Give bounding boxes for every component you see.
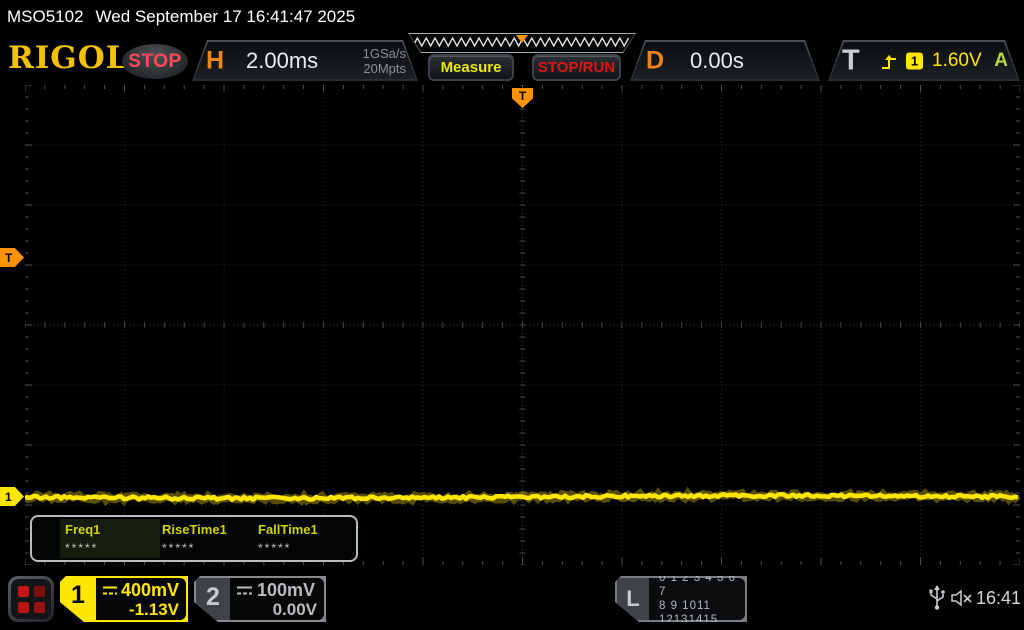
menu-grid-icon (11, 579, 51, 619)
trigger-source-chip: 1 (906, 52, 923, 69)
logic-panel[interactable]: L 0 1 2 3 4 5 6 7 8 9 1011 12131415 (615, 576, 747, 622)
t-label: T (842, 44, 860, 76)
menu-button[interactable] (8, 576, 54, 622)
menu-grid-square (33, 585, 45, 597)
datetime: Wed September 17 16:41:47 2025 (95, 6, 356, 26)
rigol-logo: RIGOL (8, 40, 129, 76)
delay-panel-inner: D 0.00s (632, 42, 818, 79)
channel1-block[interactable]: 1 400mV -1.13V (60, 576, 188, 622)
ch1-scale: 400mV (120, 580, 179, 600)
h-label: H (206, 46, 225, 74)
menu-grid-square (17, 585, 29, 597)
ch2-offset: 0.00V (272, 600, 317, 619)
trigger-panel[interactable]: T 1 1.60V A (828, 40, 1020, 81)
measurement-selected-highlight (60, 519, 160, 558)
delay-panel[interactable]: D 0.00s (630, 40, 820, 81)
horizontal-panel[interactable]: H 2.00ms 1GSa/s 20Mpts (192, 40, 418, 81)
measurement-label: RiseTime1 (162, 522, 227, 537)
logic-channels-row1: 0 1 2 3 4 5 6 7 (659, 572, 736, 598)
usb-icon (929, 585, 945, 610)
measurement-item-freq1[interactable]: Freq1 ***** (65, 522, 161, 555)
trigger-level-value: 1.60V (932, 49, 982, 71)
titlebar: MSO5102 Wed September 17 16:41:47 2025 (0, 0, 1024, 33)
measurement-box: Freq1 ***** RiseTime1 ***** FallTime1 **… (30, 515, 358, 562)
graticule (25, 85, 1020, 565)
horizontal-panel-inner: H 2.00ms 1GSa/s 20Mpts (194, 42, 416, 79)
ch1-offset-marker[interactable]: 1 (0, 487, 24, 506)
measurement-label: Freq1 (65, 522, 101, 537)
ch2-number: 2 (196, 578, 230, 620)
logic-channels-row2: 8 9 1011 12131415 (659, 600, 719, 626)
timebase-value: 2.00ms (246, 47, 319, 73)
trigger-position-marker[interactable]: T (512, 88, 533, 108)
measurement-value: ***** (162, 541, 196, 555)
run-state-badge: STOP (122, 44, 188, 79)
trigger-panel-inner: T 1 1.60V A (830, 42, 1018, 79)
ch1-offset: -1.13V (128, 600, 179, 619)
measurement-item-risetime1[interactable]: RiseTime1 ***** (162, 522, 258, 555)
measurement-value: ***** (258, 541, 292, 555)
trigger-slope-icon (880, 53, 900, 71)
trigger-level-marker[interactable]: T (0, 248, 24, 267)
menu-grid-square (33, 601, 45, 613)
sample-rate: 1GSa/s (362, 46, 406, 61)
measure-button[interactable]: Measure (428, 54, 514, 81)
ch1-trace (25, 491, 1019, 503)
ch1-number: 1 (60, 576, 96, 622)
model-name: MSO5102 (7, 6, 84, 26)
trigger-sweep-mode: A (994, 49, 1008, 71)
speaker-muted-icon[interactable] (950, 588, 974, 608)
dc-coupling-icon (236, 585, 253, 596)
acquisition-info: 1GSa/s 20Mpts (363, 46, 406, 76)
measurement-item-falltime1[interactable]: FallTime1 ***** (258, 522, 354, 555)
measurement-label: FallTime1 (258, 522, 318, 537)
menu-grid-square (17, 601, 29, 613)
waveform-preview[interactable] (408, 33, 636, 53)
channel2-block[interactable]: 2 100mV 0.00V (194, 576, 326, 622)
trigger-position-indicator-icon (516, 35, 528, 43)
delay-value: 0.00s (690, 47, 744, 73)
logic-label: L (617, 578, 649, 620)
d-label: D (646, 46, 665, 74)
ch2-scale: 100mV (257, 580, 316, 600)
stop-run-button[interactable]: STOP/RUN (532, 54, 621, 81)
memory-depth: 20Mpts (363, 61, 406, 76)
clock: 16:41 (976, 588, 1022, 608)
measurement-value: ***** (65, 541, 99, 555)
dc-coupling-icon (102, 585, 117, 596)
